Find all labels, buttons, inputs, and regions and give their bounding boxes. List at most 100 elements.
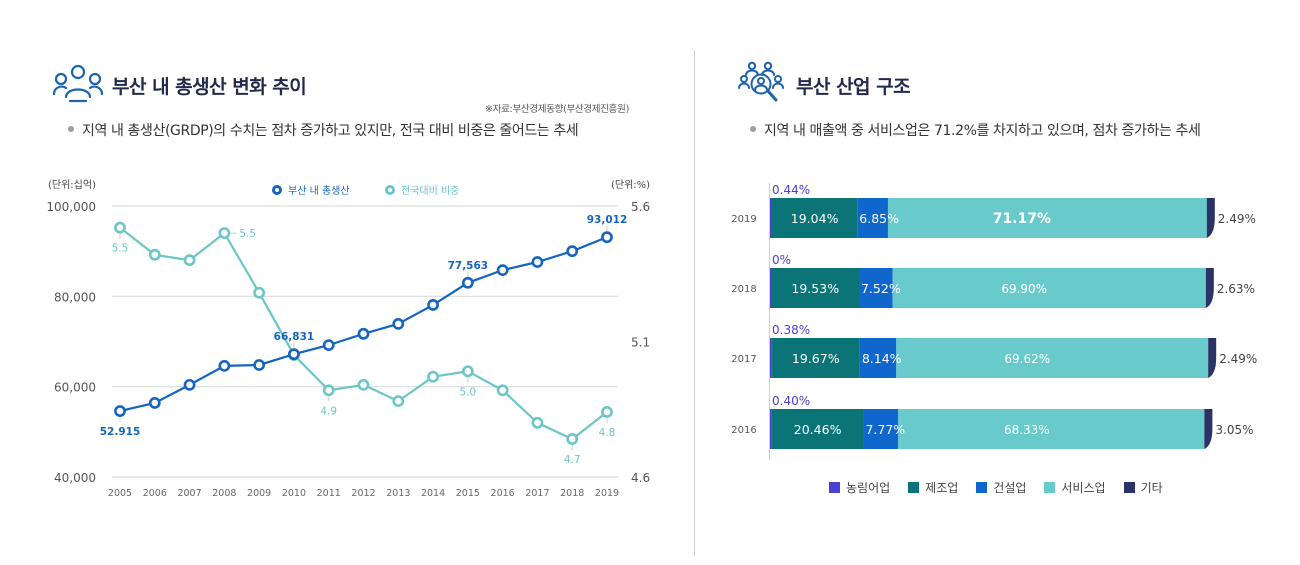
grdp-point [148,397,161,409]
people-group-icon [52,64,104,103]
bar-value-label-serv: 69.62% [1004,352,1050,366]
left-axis-tick-label: 60,000 [54,381,96,395]
bar-chart-legend: 농림어업 제조업 건설업 서비스업 기타 [829,479,1163,496]
share-point [114,221,126,234]
x-axis-tick-label: 2017 [525,488,549,499]
grdp-point [288,348,300,361]
share-point [357,378,370,391]
legend-manu-swatch-icon [908,482,920,493]
bar-segment-serv [892,268,1206,308]
x-axis-tick-label: 2019 [595,488,619,499]
share-data-label: 5.5 [239,228,256,240]
x-axis-tick-label: 2018 [560,488,584,499]
bar-value-label-cons: 7.52% [861,281,901,296]
grdp-point [357,327,370,340]
bar-segment-cons [859,338,897,378]
grdp-point [218,359,231,372]
x-axis-tick-label: 2013 [386,488,410,499]
bar-value-label-cons: 6.85% [859,211,899,226]
share-point [392,395,405,408]
share-point [253,286,266,299]
bar-segment-manu [771,198,858,238]
x-axis-tick-label: 2016 [491,488,515,499]
share-point [601,406,613,418]
share-point [183,254,196,267]
right-panel: 부산 산업 구조 지역 내 매출액 중 서비스업은 71.2%를 차지하고 있으… [700,0,1300,565]
share-point [322,384,335,397]
share-point [496,384,509,397]
grdp-point [427,299,439,311]
right-panel-title: 부산 산업 구조 [796,76,911,98]
bar-value-label-manu: 19.67% [792,351,840,366]
bar-segment-cons [863,409,899,449]
grdp-point [461,276,474,289]
bar-value-label-manu: 19.04% [791,211,839,226]
bar-segment-agri [770,268,772,308]
grdp-point [253,359,266,371]
bar-value-label-agri: 0.40% [772,394,810,408]
share-point [427,370,439,383]
bar-category-label: 2017 [731,354,756,365]
right-axis-tick-label: 4.6 [631,471,650,485]
bar-value-label-manu: 20.46% [794,422,842,437]
grdp-point [322,339,335,352]
x-axis-tick-label: 2014 [421,488,445,499]
share-point [531,416,544,429]
x-axis-tick-label: 2008 [212,488,236,499]
x-axis-tick-label: 2007 [177,488,201,499]
bar-value-label-agri: 0.44% [772,183,810,197]
right-summary-bullet: 지역 내 매출액 중 서비스업은 71.2%를 차지하고 있으며, 점차 증가하… [750,120,1201,140]
legend-share-label: 전국대비 비중 [401,186,460,197]
bar-segment-etc [1205,268,1214,308]
share-data-label: 4.8 [599,427,616,439]
share-data-label: 4.9 [320,405,337,417]
x-axis-tick-label: 2006 [143,488,167,499]
bar-segment-etc [1206,198,1215,238]
legend-grdp: 부산 내 총생산 [272,182,350,197]
right-summary-text: 지역 내 매출액 중 서비스업은 71.2%를 차지하고 있으며, 점차 증가하… [764,123,1201,139]
bar-value-label-agri: 0.38% [772,323,810,337]
source-note: ※자료:부산경제동향(부산경제진흥원) [485,104,629,115]
people-search-icon [738,61,784,102]
bar-segment-etc [1204,409,1213,449]
grdp-point [601,231,613,244]
right-axis-tick-label: 5.6 [631,200,650,214]
bar-value-label-cons: 7.77% [865,422,905,437]
share-data-label: 5.0 [460,386,477,398]
left-panel: 부산 내 총생산 변화 추이 ※자료:부산경제동향(부산경제진흥원) 지역 내 … [46,64,650,499]
legend-item-etc: 기타 [1123,479,1163,496]
left-axis-tick-label: 40,000 [54,471,96,485]
bar-segment-agri [770,338,772,378]
left-panel-title: 부산 내 총생산 변화 추이 [112,76,307,98]
bar-value-label-agri: 0% [772,253,791,267]
grdp-point [496,264,509,277]
share-point [148,248,161,261]
share-point [566,433,579,445]
bar-segment-cons [857,198,888,238]
legend-share: 전국대비 비중 [385,182,459,197]
legend-grdp-marker-icon [272,184,282,195]
right-axis-tick-label: 5.1 [631,336,650,350]
bar-segment-manu [771,338,860,378]
x-axis-tick-label: 2010 [282,488,306,499]
grdp-point [531,256,544,268]
left-axis-tick-label: 100,000 [46,200,96,214]
bar-segment-agri [770,409,772,449]
left-summary-text: 지역 내 총생산(GRDP)의 수치는 점차 증가하고 있지만, 전국 대비 비… [82,123,579,139]
grdp-point [183,378,196,391]
share-data-label: 4.7 [564,454,581,466]
bar-value-label-etc: 2.49% [1218,212,1256,226]
share-point [218,227,231,239]
share-data-label: 5.5 [112,243,129,255]
bar-value-label-etc: 2.49% [1219,352,1257,366]
bar-segment-cons [858,268,893,308]
panel-divider [694,50,695,556]
bar-value-label-etc: 2.63% [1217,282,1255,296]
bar-category-label: 2018 [731,284,756,295]
x-axis-tick-label: 2009 [247,488,271,499]
x-axis-tick-label: 2015 [456,488,480,499]
grdp-data-label: 52.915 [100,426,141,438]
legend-item-cons: 건설업 [976,479,1026,496]
bar-segment-serv [887,198,1207,238]
